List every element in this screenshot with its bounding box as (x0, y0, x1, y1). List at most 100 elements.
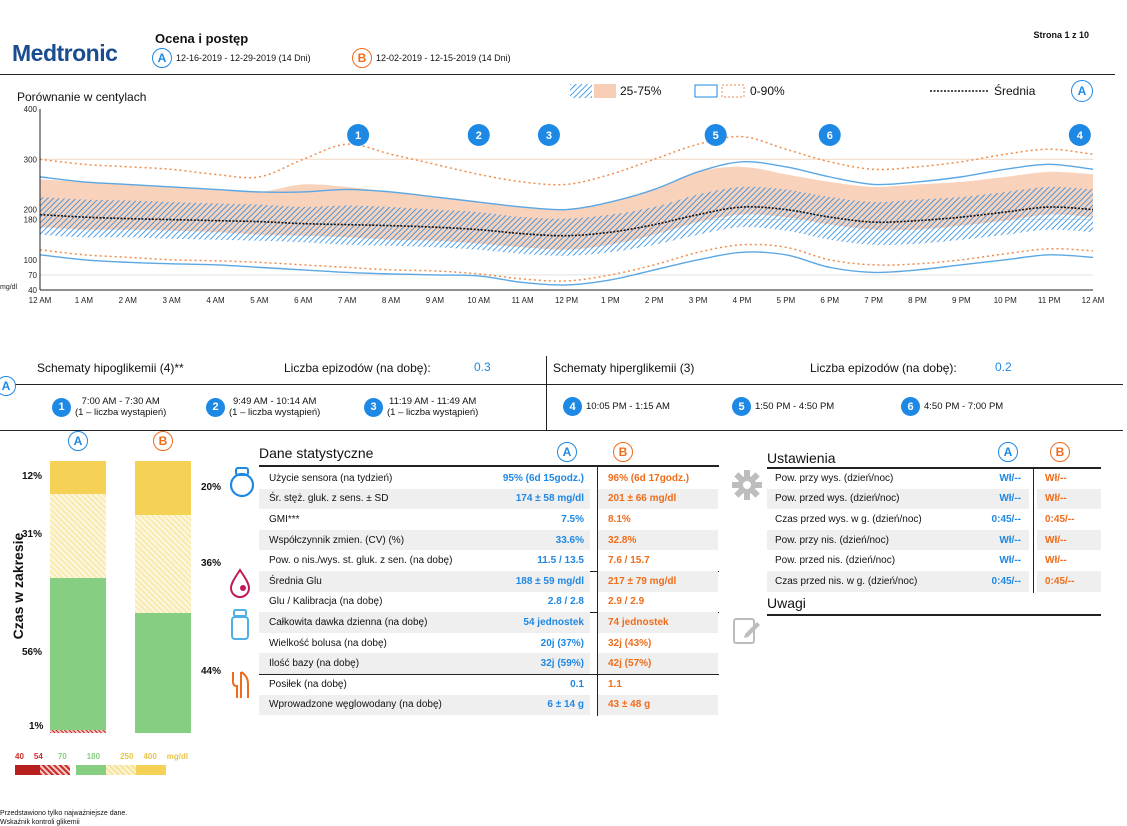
hyper-pattern-6: 6 4:50 PM - 7:00 PM (901, 397, 1003, 416)
hypo-count: 0.3 (474, 360, 491, 374)
scale-unit: mg/dl (166, 752, 189, 761)
legend-badge-a: A (1071, 80, 1093, 102)
x-tick-label: 1 PM (601, 296, 620, 305)
hypo-pattern-1-note: (1 – liczba wystąpień) (75, 407, 167, 418)
settings-row: Pow. przed nis. (dzień/noc) Wł/-- Wł/-- (767, 550, 1101, 571)
sensor-icon (229, 467, 255, 498)
scale-in-range (76, 765, 106, 775)
svg-text:6: 6 (827, 130, 833, 142)
hypo-pattern-3-time: 11:19 AM - 11:49 AM (389, 396, 477, 407)
x-tick-label: 5 AM (250, 296, 269, 305)
range-a-text: 12-16-2019 - 12-29-2019 (14 Dni) (176, 53, 311, 63)
hyper-title: Schematy hiperglikemii (3) (553, 361, 695, 375)
tir-segment-very-high (135, 461, 191, 516)
stats-value-a: 6 ± 14 g (547, 699, 584, 711)
hypo-pattern-2-badge: 2 (206, 397, 225, 417)
x-tick-label: 8 PM (908, 296, 927, 305)
settings-value-a: Wł/-- (999, 555, 1021, 567)
x-tick-label: 6 PM (820, 296, 839, 305)
tir-bar-a (50, 461, 106, 733)
line-mean (39, 206, 1094, 237)
tir-segment-high (135, 515, 191, 614)
hypo-pattern-3: 3 11:19 AM - 11:49 AM (1 – liczba wystąpi… (364, 396, 478, 418)
settings-value-a: 0:45/-- (991, 513, 1021, 525)
pattern-marker-3: 3 (537, 124, 560, 146)
stats-row: Ilość bazy (na dobę) 32j (59%) 42j (57%) (259, 653, 719, 674)
settings-label: Pow. przy wys. (dzień/noc) Wł/-- (767, 468, 1029, 489)
x-tick-label: 7 PM (864, 296, 883, 305)
stats-value-a: 11.5 / 13.5 (537, 555, 584, 567)
pattern-marker-6: 6 (818, 124, 841, 146)
stats-row: Całkowita dawka dzienna (na dobę) 54 jedn… (259, 612, 719, 633)
tir-segment-low (50, 730, 106, 733)
stats-value-b: 43 ± 48 g (598, 694, 718, 716)
settings-label: Pow. przed nis. (dzień/noc) Wł/-- (767, 550, 1029, 571)
stats-label: Średnia Glu 188 ± 59 mg/dl (259, 571, 590, 592)
y-unit-label: mg/dl (0, 284, 18, 291)
y-tick-label: 180 (24, 216, 38, 225)
hypo-pattern-2-time: 9:49 AM - 10:14 AM (232, 396, 317, 407)
stats-label: Wielkość bolusa (na dobę) 20j (37%) (259, 633, 590, 654)
gear-icon (732, 470, 762, 500)
stats-value-b: 96% (6d 17godz.) (608, 472, 690, 484)
range-a: A 12-16-2019 - 12-29-2019 (14 Dni) (152, 48, 311, 68)
stats-label: Całkowita dawka dzienna (na dobę) 54 jedn… (259, 612, 590, 633)
y-tick-label: 40 (28, 286, 37, 295)
stats-row: Wprowadzone węglowodany (na dobę) 6 ± 14 … (259, 694, 719, 716)
settings-row: Pow. przed wys. (dzień/noc) Wł/-- Wł/-- (767, 488, 1101, 510)
hyper-pattern-4: 4 10:05 PM - 1:15 AM (563, 397, 670, 416)
settings-title: Ustawienia (767, 450, 836, 466)
stats-group-rule (259, 674, 719, 676)
stats-row: Współczynnik zmien. (CV) (%) 33.6% 32.8% (259, 529, 719, 551)
x-tick-label: 11 PM (1038, 296, 1061, 305)
pattern-marker-5: 5 (704, 124, 727, 146)
scale-70: 70 (57, 752, 67, 761)
line-b-90 (39, 135, 1094, 186)
settings-badge-b: B (1050, 442, 1070, 462)
settings-value-a: Wł/-- (999, 534, 1021, 546)
x-tick-label: 11 AM (512, 296, 534, 305)
hyper-pattern-5: 5 1:50 PM - 4:50 PM (732, 397, 834, 416)
legend-iqr-swatch (570, 84, 616, 98)
stats-label: GMI*** 7.5% (259, 509, 590, 530)
line-a-0 (39, 251, 1094, 286)
stats-value-b: 7.6 / 15.7 (608, 555, 650, 567)
stats-label: Wprowadzone węglowodany (na dobę) 6 ± 14 … (259, 694, 590, 716)
settings-value-b: Wł/-- (1037, 488, 1101, 510)
settings-col-divider (1033, 467, 1034, 593)
settings-value-b: Wł/-- (1045, 555, 1067, 567)
tir-a-label-vhigh: 12% (22, 471, 43, 482)
tir-segment-in-range (135, 613, 191, 733)
hyper-pattern-6-badge: 6 (901, 397, 920, 416)
svg-text:3: 3 (546, 130, 552, 142)
stats-badge-b: B (613, 442, 633, 462)
percentile-title: Porównanie w centylach (17, 90, 147, 104)
patterns-bottom-rule (0, 430, 1123, 431)
scale-180: 180 (86, 752, 101, 761)
settings-row: Czas przed wys. w g. (dzień/noc) 0:45/-- … (767, 509, 1101, 530)
settings-value-a: Wł/-- (999, 493, 1021, 505)
settings-row: Pow. przy nis. (dzień/noc) Wł/-- Wł/-- (767, 529, 1101, 551)
settings-row: Czas przed nis. w g. (dzień/noc) 0:45/-- … (767, 571, 1101, 592)
stats-label: Użycie sensora (na tydzień) 95% (6d 15god… (259, 468, 590, 489)
x-tick-label: 9 AM (426, 296, 445, 305)
hypo-count-label: Liczba epizodów (na dobę): (284, 361, 431, 375)
tir-b-label-inrange: 44% (201, 666, 222, 677)
hyper-pattern-6-time: 4:50 PM - 7:00 PM (924, 401, 1004, 412)
legend-mean: Średnia (930, 84, 1035, 98)
stats-value-a: 95% (6d 15godz.) (502, 472, 584, 484)
tir-segment-high (50, 493, 106, 578)
legend-iqr: 25-75% (570, 84, 661, 98)
stats-value-a: 0.1 (570, 678, 584, 690)
legend-iqr-label: 25-75% (620, 84, 662, 98)
stats-row: Wielkość bolusa (na dobę) 20j (37%) 32j (… (259, 633, 719, 654)
stats-label: Ilość bazy (na dobę) 32j (59%) (259, 653, 590, 674)
settings-label: Pow. przy nis. (dzień/noc) Wł/-- (767, 529, 1029, 551)
stats-value-b: 201 ± 66 mg/dl (598, 488, 718, 510)
stats-row: GMI*** 7.5% 8.1% (259, 509, 719, 530)
stats-value-b: 217 ± 79 mg/dl (598, 571, 718, 592)
stats-value-b: 2.9 / 2.9 (608, 596, 645, 608)
patterns-top-rule (0, 384, 1123, 385)
hypo-pattern-2-note: (1 – liczba wystąpień) (229, 407, 321, 418)
